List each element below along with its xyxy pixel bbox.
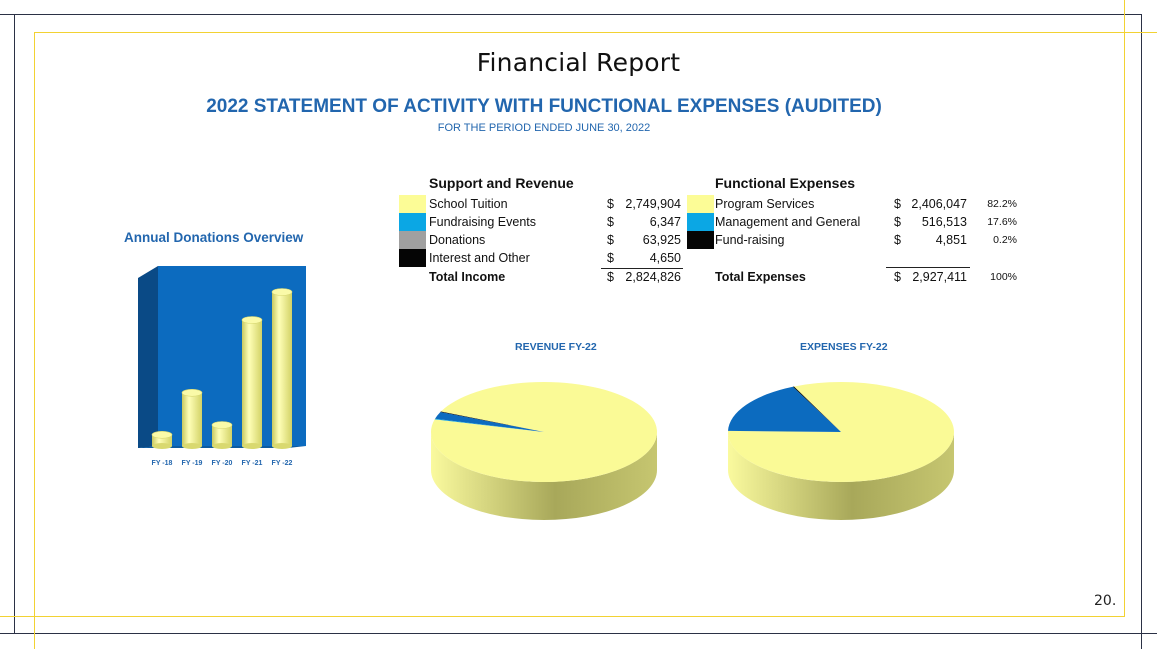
revenue-row: School Tuition $ 2,749,904	[399, 195, 689, 213]
bar-base	[182, 443, 202, 449]
expenses-table: Functional Expenses Program Services $ 2…	[687, 173, 1027, 293]
bar	[212, 425, 232, 446]
bar	[272, 292, 292, 446]
frame-left-line	[14, 14, 15, 634]
frame-bottom-line	[0, 633, 1157, 634]
page-number: 20.	[1094, 593, 1117, 609]
expenses-pie-title: EXPENSES FY-22	[800, 341, 888, 353]
expenses-heading: Functional Expenses	[715, 175, 856, 191]
bar-category-label: FY -19	[182, 460, 203, 467]
revenue-table: Support and Revenue School Tuition $ 2,7…	[399, 173, 689, 293]
statement-title: 2022 STATEMENT OF ACTIVITY WITH FUNCTION…	[206, 96, 882, 117]
revenue-amount: 4,650	[649, 251, 681, 265]
gold-left-line	[34, 32, 35, 649]
revenue-dollar: $	[607, 215, 614, 229]
bar-base	[242, 443, 262, 449]
expenses-label: Program Services	[715, 197, 815, 211]
bar	[182, 392, 202, 446]
donations-bar-chart: FY -18 FY -19 FY -20 FY -21 FY -22	[138, 266, 306, 467]
expenses-swatch	[687, 231, 714, 249]
pie-slice	[435, 412, 544, 432]
bar-base	[152, 443, 172, 449]
gold-right-line	[1124, 0, 1125, 617]
revenue-total-row: Total Income $ 2,824,826	[399, 268, 689, 286]
revenue-swatch	[399, 249, 426, 267]
expenses-total-rule	[886, 267, 970, 268]
expenses-swatch	[687, 195, 714, 213]
expenses-dollar: $	[894, 197, 901, 211]
expenses-amount: 2,406,047	[911, 197, 967, 211]
bar-category-label: FY -20	[212, 460, 233, 467]
bar-top	[241, 316, 263, 324]
expenses-pie-chart	[728, 382, 954, 520]
expenses-total-dollar: $	[894, 270, 901, 284]
bar-category-label: FY -21	[242, 460, 263, 467]
bar	[152, 434, 172, 446]
expenses-total-row: Total Expenses $ 2,927,411 100%	[687, 268, 1027, 286]
gold-top-line	[34, 32, 1157, 33]
bar-top	[181, 389, 203, 397]
revenue-row: Interest and Other $ 4,650	[399, 249, 689, 267]
expenses-amount: 516,513	[921, 215, 967, 229]
pie-slice	[792, 386, 841, 432]
bar-base	[212, 443, 232, 449]
frame-top-line	[0, 14, 1141, 15]
revenue-row: Fundraising Events $ 6,347	[399, 213, 689, 231]
statement-subtitle: FOR THE PERIOD ENDED JUNE 30, 2022	[437, 122, 651, 134]
revenue-swatch	[399, 231, 426, 249]
expenses-dollar: $	[894, 215, 901, 229]
page-title: Financial Report	[476, 48, 681, 77]
revenue-amount: 63,925	[642, 233, 681, 247]
pie-slice	[434, 418, 544, 432]
pie-slice	[440, 411, 544, 432]
revenue-label: Interest and Other	[429, 251, 530, 265]
gold-bottom-line	[0, 616, 1125, 617]
revenue-dollar: $	[607, 251, 614, 265]
revenue-swatch	[399, 195, 426, 213]
bar-chart-side-wall-shade	[138, 266, 158, 448]
expenses-total-amount: 2,927,411	[912, 270, 967, 284]
pie-slice	[728, 386, 841, 432]
revenue-total-rule	[601, 268, 683, 269]
donations-chart-title: Annual Donations Overview	[124, 230, 304, 245]
expenses-percent: 82.2%	[987, 198, 1017, 210]
bar-top	[271, 288, 293, 296]
revenue-row: Donations $ 63,925	[399, 231, 689, 249]
expenses-label: Fund-raising	[715, 233, 785, 247]
expenses-dollar: $	[894, 233, 901, 247]
bar	[242, 320, 262, 446]
revenue-label: Fundraising Events	[429, 215, 537, 229]
revenue-swatch	[399, 213, 426, 231]
expenses-swatch	[687, 213, 714, 231]
revenue-pie-title: REVENUE FY-22	[515, 341, 597, 353]
revenue-total-amount: 2,824,826	[625, 270, 681, 284]
revenue-total-label: Total Income	[429, 270, 506, 284]
expenses-amount: 4,851	[935, 233, 967, 247]
revenue-label: Donations	[429, 233, 486, 247]
expenses-label: Management and General	[715, 215, 861, 229]
revenue-pie-chart	[431, 382, 657, 520]
bar-category-label: FY -18	[152, 460, 173, 467]
bar-top	[211, 421, 233, 429]
revenue-dollar: $	[607, 233, 614, 247]
bar-top	[151, 431, 173, 439]
expenses-total-label: Total Expenses	[715, 270, 806, 284]
expenses-total-percent: 100%	[990, 271, 1017, 283]
pie-side	[728, 432, 954, 520]
expenses-row: Management and General $ 516,513 17.6%	[687, 213, 1027, 231]
expenses-percent: 0.2%	[993, 234, 1017, 246]
pie-side	[431, 432, 657, 520]
expenses-row: Program Services $ 2,406,047 82.2%	[687, 195, 1027, 213]
revenue-amount: 6,347	[649, 215, 681, 229]
frame-right-line	[1141, 14, 1142, 649]
expenses-percent: 17.6%	[987, 216, 1017, 228]
bar-base	[272, 443, 292, 449]
revenue-total-dollar: $	[607, 270, 614, 284]
revenue-heading: Support and Revenue	[429, 175, 574, 191]
revenue-dollar: $	[607, 197, 614, 211]
revenue-label: School Tuition	[429, 197, 508, 211]
expenses-row: Fund-raising $ 4,851 0.2%	[687, 231, 1027, 249]
revenue-amount: 2,749,904	[625, 197, 681, 211]
bar-category-label: FY -22	[272, 460, 293, 467]
